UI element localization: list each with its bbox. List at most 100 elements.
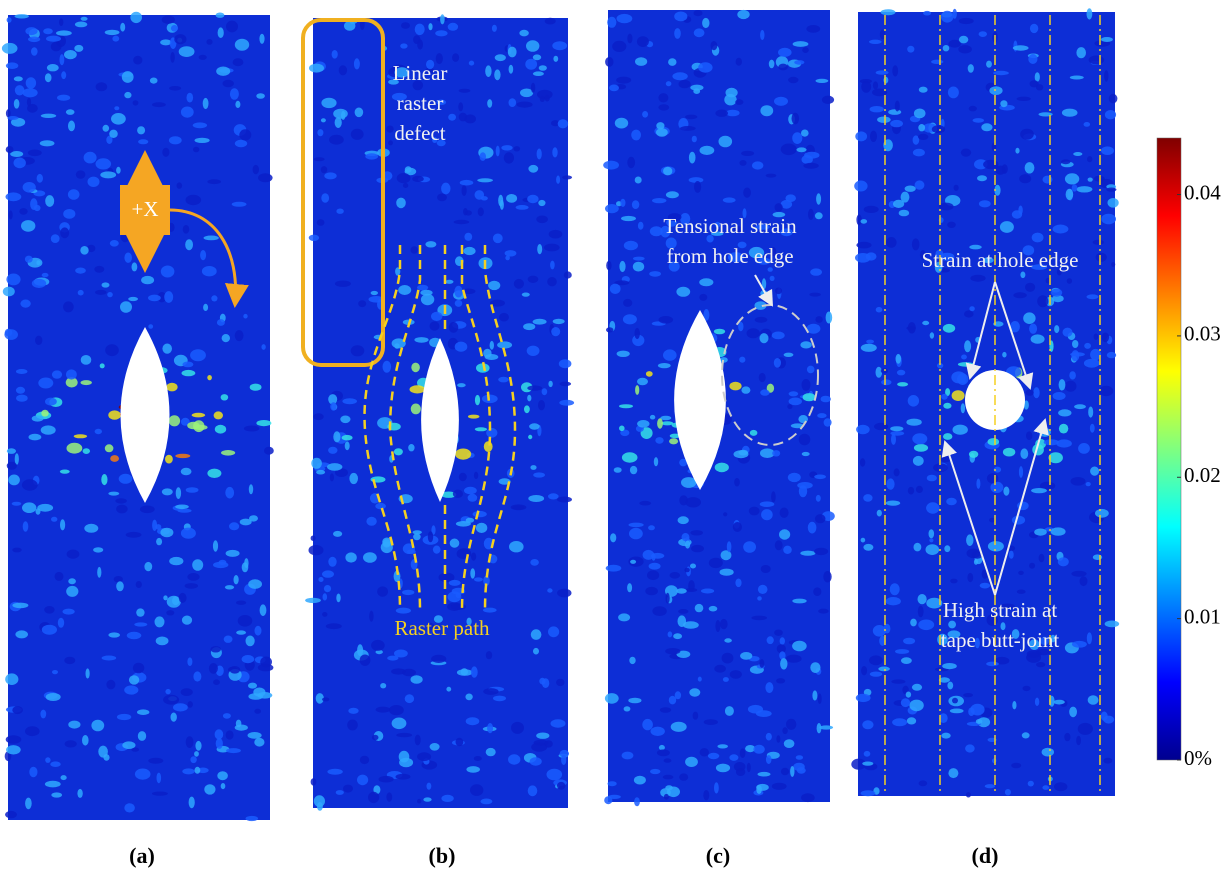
speckle: [717, 744, 728, 749]
speckle: [388, 140, 393, 146]
speckle: [503, 152, 515, 164]
speckle: [508, 64, 514, 74]
speckle: [883, 76, 889, 84]
speckle: [182, 768, 195, 775]
speckle: [217, 27, 224, 38]
speckle: [869, 655, 883, 666]
speckle: [377, 586, 388, 597]
speckle: [536, 215, 548, 224]
speckle: [27, 149, 42, 157]
speckle: [322, 612, 328, 617]
speckle: [507, 46, 517, 58]
speckle: [148, 757, 164, 764]
speckle: [922, 320, 930, 326]
speckle: [614, 280, 630, 286]
speckle: [765, 755, 772, 764]
speckle: [331, 50, 338, 59]
speckle: [859, 458, 866, 467]
speckle: [621, 452, 638, 463]
speckle: [663, 166, 673, 176]
speckle: [944, 545, 951, 553]
speckle: [878, 666, 890, 672]
speckle: [912, 455, 924, 466]
speckle: [821, 95, 835, 105]
speckle: [990, 481, 1004, 493]
speckle: [632, 334, 645, 347]
speckle: [1020, 271, 1026, 279]
speckle: [1106, 187, 1117, 192]
speckle: [674, 28, 681, 39]
speckle: [1034, 697, 1040, 706]
speckle: [411, 362, 420, 373]
speckle: [394, 649, 408, 658]
speckle: [438, 572, 455, 583]
speckle: [650, 768, 661, 775]
speckle: [800, 341, 812, 349]
speckle: [1000, 100, 1008, 108]
speckle: [446, 686, 452, 692]
speckle: [1003, 486, 1010, 496]
speckle: [635, 385, 640, 395]
speckle: [63, 301, 74, 313]
speckle: [1071, 184, 1078, 192]
speckle: [106, 135, 113, 144]
speckle: [121, 71, 134, 83]
speckle: [412, 530, 422, 535]
speckle: [513, 146, 521, 152]
speckle: [195, 740, 202, 751]
colorbar: [1156, 137, 1182, 761]
speckle: [769, 275, 775, 281]
speckle: [236, 600, 247, 605]
speckle: [1062, 327, 1073, 337]
speckle: [621, 215, 636, 222]
speckle: [631, 200, 640, 210]
speckle: [620, 429, 630, 437]
speckle: [609, 84, 619, 92]
speckle: [894, 100, 900, 112]
speckle: [425, 67, 435, 74]
speckle: [60, 519, 66, 531]
speckle: [786, 718, 797, 730]
speckle: [976, 478, 981, 489]
speckle: [194, 137, 210, 143]
speckle: [660, 415, 672, 421]
speckle: [185, 239, 194, 251]
speckle: [656, 128, 668, 137]
speckle: [957, 362, 974, 367]
speckle: [151, 791, 168, 796]
speckle: [665, 237, 677, 249]
speckle: [46, 63, 59, 72]
speckle: [913, 444, 929, 452]
speckle: [628, 522, 644, 528]
speckle: [243, 313, 248, 319]
speckle: [104, 444, 114, 453]
speckle: [606, 327, 614, 333]
speckle: [371, 639, 385, 651]
speckle: [98, 745, 108, 758]
speckle: [690, 530, 703, 536]
speckle: [493, 695, 506, 702]
speckle: [504, 250, 517, 257]
speckle: [866, 339, 874, 344]
speckle: [757, 771, 771, 777]
speckle: [946, 497, 957, 506]
speckle: [498, 376, 509, 383]
speckle: [40, 113, 57, 119]
speckle: [528, 434, 533, 440]
speckle: [408, 444, 415, 452]
speckle: [634, 797, 640, 807]
speckle: [461, 288, 476, 295]
speckle: [487, 723, 494, 734]
speckle: [1083, 122, 1091, 127]
speckle: [157, 292, 167, 303]
speckle: [401, 22, 410, 29]
speckle: [941, 393, 948, 400]
speckle: [639, 500, 652, 506]
speckle: [631, 129, 641, 141]
speckle: [448, 322, 459, 333]
speckle: [530, 465, 537, 470]
speckle: [1078, 443, 1090, 454]
speckle: [1084, 342, 1091, 349]
speckle: [765, 732, 772, 741]
speckle: [221, 450, 236, 456]
